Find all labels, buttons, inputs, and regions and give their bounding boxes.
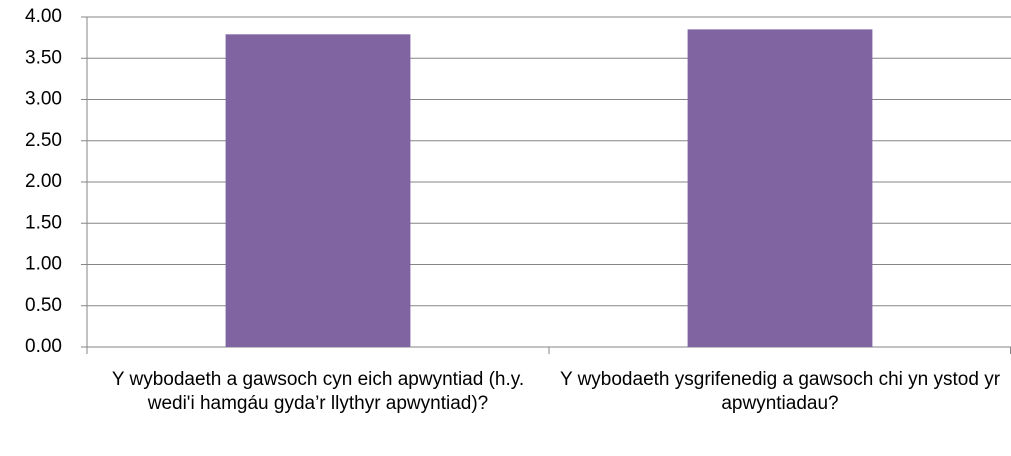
y-tick-label: 0.50 <box>25 295 62 316</box>
y-tick-label: 2.50 <box>25 130 62 151</box>
y-tick-label: 3.50 <box>25 47 62 68</box>
x-tick-label: Y wybodaeth ysgrifenedig a gawsoch chi y… <box>559 369 1001 414</box>
x-tick-label: Y wybodaeth a gawsoch cyn eich apwyntiad… <box>111 369 525 414</box>
y-tick-label: 4.00 <box>25 6 62 27</box>
y-tick-label: 2.00 <box>25 171 62 192</box>
y-tick-label: 3.00 <box>25 89 62 110</box>
y-tick-label: 0.00 <box>25 336 62 357</box>
bar <box>225 34 411 347</box>
bar <box>687 29 873 347</box>
y-tick-label: 1.50 <box>25 212 62 233</box>
y-tick-label: 1.00 <box>25 254 62 275</box>
